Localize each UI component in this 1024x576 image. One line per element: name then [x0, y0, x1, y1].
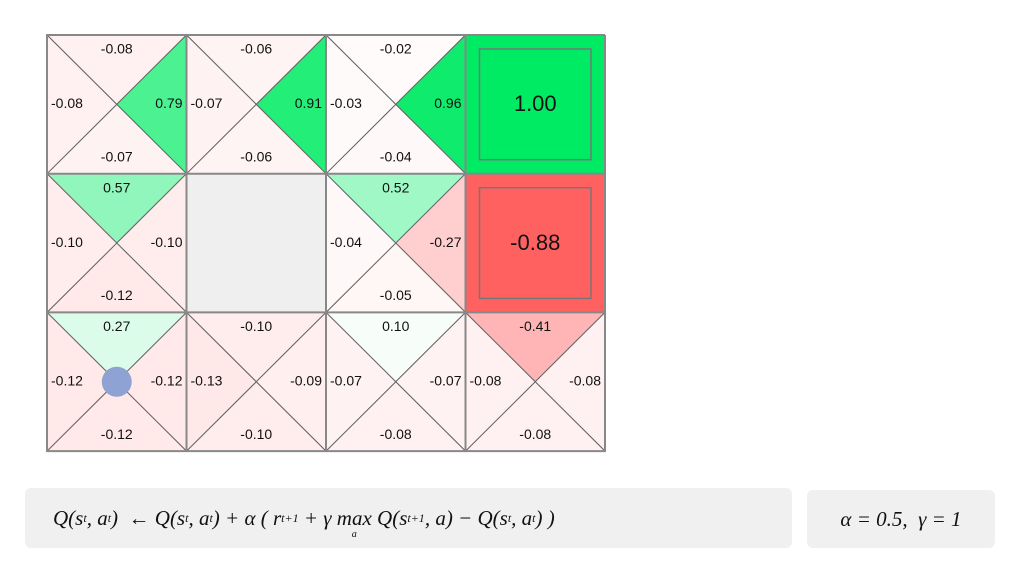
terminal-cell [465, 173, 605, 313]
formula-part: t [209, 510, 213, 525]
q-value: -0.08 [101, 41, 133, 57]
terminal-inner [478, 48, 592, 161]
q-value: -0.06 [240, 41, 272, 57]
formula-part: t [507, 510, 512, 525]
terminal-cell [465, 35, 605, 174]
q-value: -0.07 [430, 372, 462, 388]
q-value: -0.10 [51, 234, 83, 250]
formula-part: t [107, 510, 112, 525]
q-value: 0.91 [295, 95, 322, 111]
formula-part: , a [511, 505, 533, 530]
q-value: -0.08 [519, 426, 551, 442]
formula-part: + γ max [298, 505, 372, 530]
q-value: -0.12 [151, 372, 183, 388]
q-value: -0.08 [51, 95, 83, 111]
q-value: -0.13 [191, 372, 223, 388]
q-value: 0.57 [103, 179, 130, 195]
q-value: -0.10 [240, 426, 272, 442]
q-value: -0.10 [151, 234, 183, 250]
formula-part: ) ← Q(s [111, 505, 186, 530]
formula-part: Q(s [371, 505, 408, 530]
q-value: -0.03 [330, 95, 362, 111]
q-value: -0.12 [51, 372, 83, 388]
q-value: 0.52 [382, 179, 409, 195]
formula-part: ) ) [535, 505, 555, 530]
wall-cell [186, 173, 326, 313]
q-value: 0.79 [155, 95, 182, 111]
formula-part: t [185, 510, 189, 525]
formula-part: , a) − Q(s [424, 505, 508, 530]
terminal-value: 1.00 [514, 91, 557, 116]
q-value: 0.96 [434, 95, 461, 111]
gridworld: -0.08 -0.07 -0.08 0.79 -0.06 -0.06 -0.07 0.91 -0… [45, 33, 607, 453]
parameters: α = 0.5, γ = 1 [807, 490, 995, 548]
q-value: -0.08 [470, 372, 502, 388]
q-value: -0.10 [240, 318, 272, 334]
terminal-inner [478, 186, 592, 300]
terminal-value: -0.88 [510, 230, 560, 255]
q-value: -0.07 [101, 148, 133, 164]
q-value: -0.04 [330, 234, 362, 250]
q-value: -0.06 [240, 148, 272, 164]
q-value: -0.12 [101, 287, 133, 303]
q-value: -0.27 [430, 234, 462, 250]
update-formula: Q(s t, a t) ← Q(s t, a t) + α ( r t+1 + γ max… [25, 488, 792, 548]
q-value: -0.07 [330, 372, 362, 388]
formula-part: t [532, 510, 536, 525]
q-value: 0.27 [103, 318, 130, 334]
agent [101, 366, 132, 397]
formula-part: , a [188, 505, 210, 530]
formula-part: ) + α ( r [212, 505, 282, 530]
q-value: -0.08 [569, 372, 601, 388]
q-value: -0.07 [191, 95, 223, 111]
q-value: -0.08 [380, 426, 412, 442]
q-value: -0.02 [380, 41, 412, 57]
q-value: -0.04 [380, 148, 412, 164]
formula-part: , a [86, 505, 108, 530]
formula-part: Q(s [53, 505, 84, 530]
formula-part: t+1 [281, 510, 299, 525]
formula-part: t [83, 510, 87, 525]
formula-part: t+1 [407, 510, 425, 525]
q-value: -0.12 [101, 426, 133, 442]
q-value: -0.09 [290, 372, 322, 388]
q-value: -0.41 [519, 318, 551, 334]
q-value: -0.05 [380, 287, 412, 303]
q-value: 0.10 [382, 318, 409, 334]
